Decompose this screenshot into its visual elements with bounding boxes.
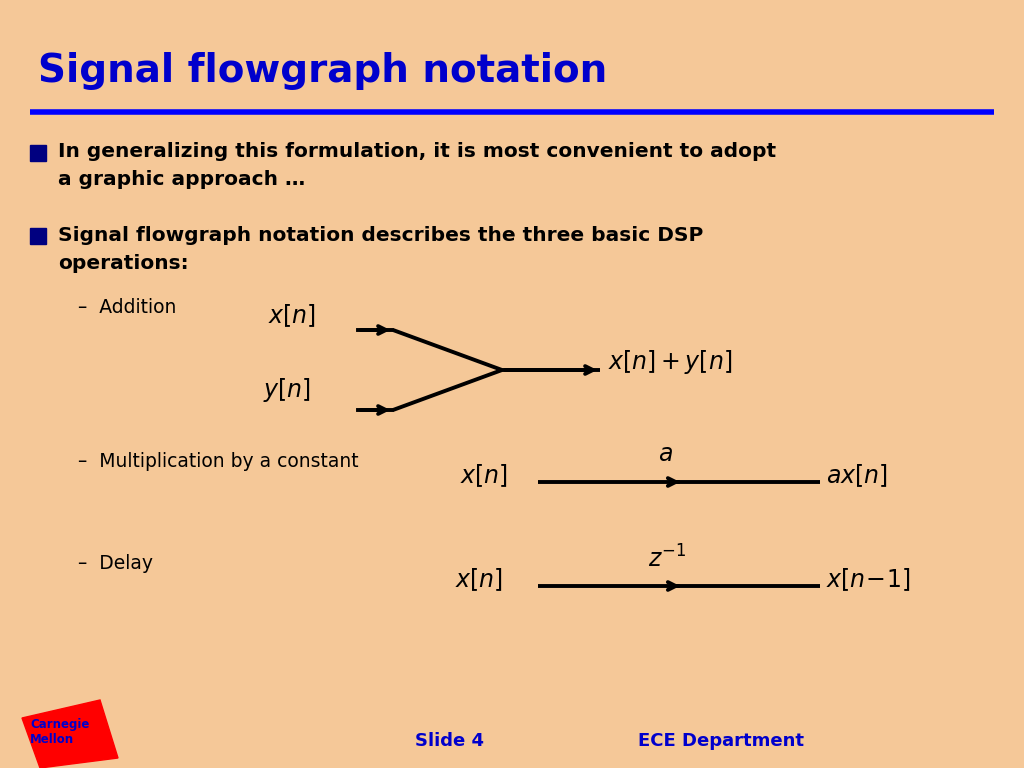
Text: –  Addition: – Addition [78,298,176,317]
Text: In generalizing this formulation, it is most convenient to adopt
a graphic appro: In generalizing this formulation, it is … [58,142,776,189]
Text: $x[n]+y[n]$: $x[n]+y[n]$ [608,348,732,376]
Text: ECE Department: ECE Department [638,732,804,750]
Text: Slide 4: Slide 4 [415,732,484,750]
Text: $x[n]$: $x[n]$ [460,462,508,488]
Text: –  Delay: – Delay [78,554,153,573]
Bar [30,228,46,244]
Text: $ax[n]$: $ax[n]$ [826,462,888,488]
Text: Carnegie
Mellon: Carnegie Mellon [30,718,89,746]
Text: $x[n\!-\!1]$: $x[n\!-\!1]$ [826,566,910,593]
Text: $z^{-1}$: $z^{-1}$ [648,545,686,572]
Text: $x[n]$: $x[n]$ [268,302,316,329]
Text: –  Multiplication by a constant: – Multiplication by a constant [78,452,358,471]
Text: $x[n]$: $x[n]$ [455,566,503,593]
Text: Signal flowgraph notation: Signal flowgraph notation [38,52,607,90]
Bar [30,145,46,161]
Polygon shape [22,700,118,768]
Text: $a$: $a$ [658,443,673,466]
Text: Signal flowgraph notation describes the three basic DSP
operations:: Signal flowgraph notation describes the … [58,226,703,273]
Text: $y[n]$: $y[n]$ [263,376,311,404]
